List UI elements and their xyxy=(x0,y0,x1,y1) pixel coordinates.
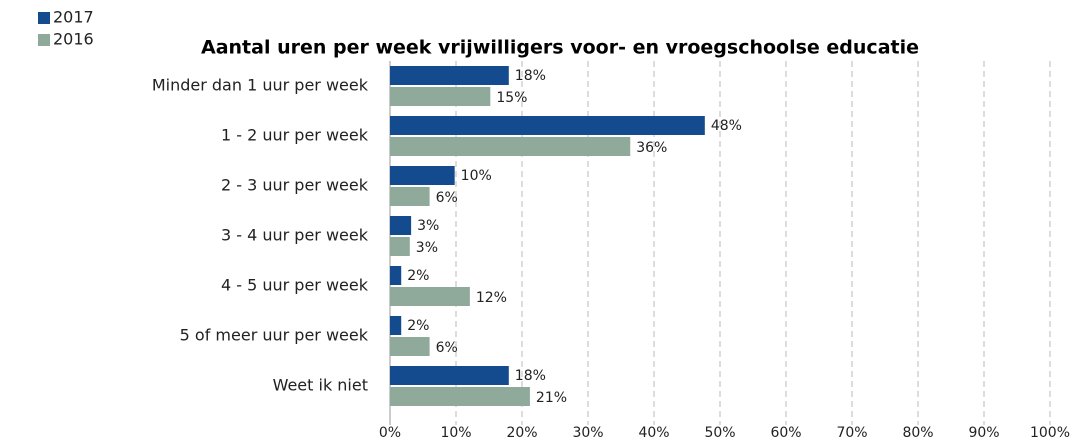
y-tick-label: 5 of meer uur per week xyxy=(180,326,369,345)
x-tick-label: 60% xyxy=(770,425,801,441)
bar xyxy=(390,266,402,285)
y-tick-label: 2 - 3 uur per week xyxy=(221,176,369,195)
legend-swatch xyxy=(38,12,50,24)
x-tick-label: 20% xyxy=(506,425,537,441)
bar xyxy=(390,137,631,156)
bar xyxy=(390,116,705,135)
data-label: 3% xyxy=(417,218,439,234)
data-label: 18% xyxy=(515,368,546,384)
x-tick-label: 50% xyxy=(704,425,735,441)
bar xyxy=(390,187,430,206)
y-tick-label: 4 - 5 uur per week xyxy=(221,276,369,295)
y-tick-label: Weet ik niet xyxy=(273,376,368,395)
bar xyxy=(390,216,412,235)
chart-title: Aantal uren per week vrijwilligers voor-… xyxy=(201,37,919,59)
bar xyxy=(390,366,509,385)
x-tick-label: 70% xyxy=(836,425,867,441)
data-label: 2% xyxy=(407,318,429,334)
x-tick-label: 100% xyxy=(1030,425,1070,441)
data-label: 36% xyxy=(636,140,667,156)
bar xyxy=(390,337,430,356)
legend-swatch xyxy=(38,34,50,46)
y-tick-label: Minder dan 1 uur per week xyxy=(152,76,369,95)
x-tick-label: 40% xyxy=(638,425,669,441)
data-label: 12% xyxy=(476,290,507,306)
bar xyxy=(390,287,470,306)
bar xyxy=(390,316,402,335)
data-label: 15% xyxy=(496,90,527,106)
bar xyxy=(390,66,509,85)
data-label: 10% xyxy=(461,168,492,184)
data-label: 3% xyxy=(416,240,438,256)
y-tick-label: 1 - 2 uur per week xyxy=(221,126,369,145)
legend-label: 2016 xyxy=(53,30,94,49)
bar xyxy=(390,387,530,406)
x-tick-label: 0% xyxy=(379,425,401,441)
bar xyxy=(390,87,491,106)
data-label: 21% xyxy=(536,390,567,406)
x-tick-label: 10% xyxy=(440,425,471,441)
data-label: 2% xyxy=(407,268,429,284)
data-label: 18% xyxy=(515,68,546,84)
legend-label: 2017 xyxy=(53,8,94,27)
y-tick-label: 3 - 4 uur per week xyxy=(221,226,369,245)
data-label: 48% xyxy=(711,118,742,134)
x-tick-label: 90% xyxy=(968,425,999,441)
bar xyxy=(390,237,410,256)
data-label: 6% xyxy=(436,340,458,356)
x-tick-label: 80% xyxy=(902,425,933,441)
bar xyxy=(390,166,455,185)
data-label: 6% xyxy=(436,190,458,206)
x-tick-label: 30% xyxy=(572,425,603,441)
